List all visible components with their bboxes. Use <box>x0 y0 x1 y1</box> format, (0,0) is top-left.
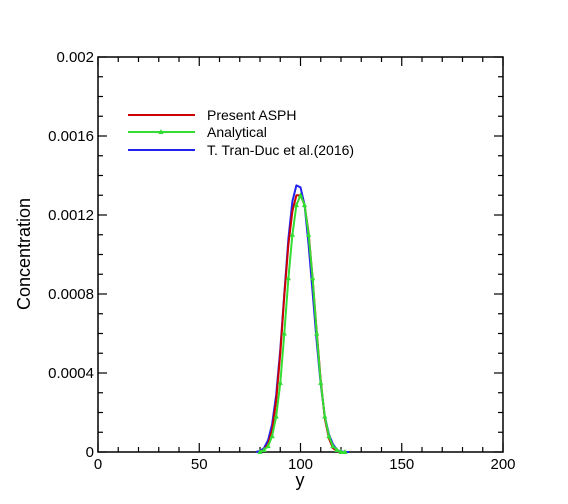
series-line-2 <box>255 184 350 453</box>
x-tick-label: 50 <box>191 456 208 473</box>
data-point <box>269 433 275 439</box>
series-line-1 <box>259 194 345 453</box>
y-tick-label: 0.0008 <box>48 286 94 303</box>
data-point <box>306 231 312 237</box>
data-point <box>301 202 308 208</box>
x-tick-label: 100 <box>288 456 313 473</box>
data-point <box>297 192 304 198</box>
y-tick-label: 0 <box>86 444 94 461</box>
series-layer <box>255 184 350 454</box>
y-tick-label: 0.002 <box>56 49 94 66</box>
data-point <box>322 413 328 419</box>
y-axis-title: Concentration <box>14 198 34 310</box>
data-point <box>314 330 320 336</box>
axis-ticks <box>97 56 504 453</box>
y-tick-label: 0.0016 <box>48 128 94 145</box>
data-point <box>342 449 348 454</box>
legend-marker <box>158 129 164 134</box>
x-tick-label: 150 <box>389 456 414 473</box>
data-point <box>330 443 336 449</box>
data-point <box>257 449 263 454</box>
legend-label: T. Tran-Duc et al.(2016) <box>207 142 354 158</box>
data-point <box>326 433 332 439</box>
x-axis-title: y <box>296 470 305 490</box>
y-tick-label: 0.0012 <box>48 207 94 224</box>
x-tick-label: 0 <box>94 456 102 473</box>
data-point <box>338 449 344 454</box>
data-point <box>310 275 316 281</box>
data-point <box>289 231 295 237</box>
x-tick-label: 200 <box>490 456 515 473</box>
data-point <box>261 447 267 453</box>
y-tick-label: 0.0004 <box>48 365 94 382</box>
data-point <box>293 202 300 208</box>
data-point <box>273 413 279 419</box>
legend-label: Present ASPH <box>207 107 297 123</box>
plot-frame <box>97 56 504 453</box>
tick-labels: 0 50 100 150 200 0 0.0004 0.0008 0.0012 0.0016 0.0… <box>48 49 515 473</box>
data-point <box>281 330 287 336</box>
data-point <box>318 379 324 385</box>
data-point <box>265 443 271 449</box>
legend-label: Analytical <box>207 124 267 140</box>
data-point <box>277 379 283 385</box>
data-point <box>285 275 291 281</box>
data-point <box>334 447 340 453</box>
